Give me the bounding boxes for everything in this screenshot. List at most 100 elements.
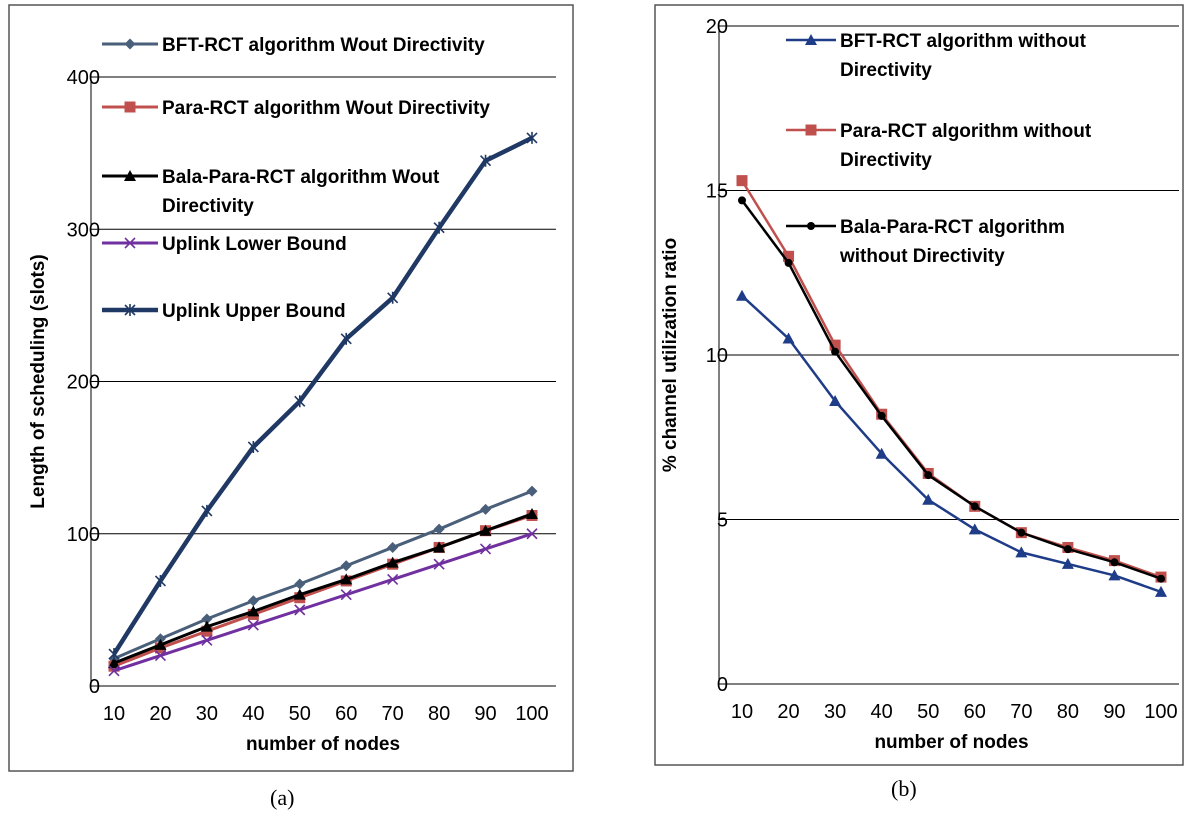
data-point-marker [386,556,399,568]
series-line [113,532,533,673]
x-tick-label: 70 [382,703,404,725]
data-point-marker [247,619,259,631]
data-point-marker [201,634,213,646]
y-tick-label: 10 [706,345,728,367]
caption-b: (b) [891,776,917,801]
data-point-marker [247,605,260,617]
series-group [738,196,1165,583]
y-tick-label: 200 [67,372,100,394]
data-point-marker [970,502,979,511]
data-point-marker [1157,574,1165,583]
series-line [112,135,533,656]
data-point-marker [526,507,538,519]
x-tick-label: 90 [1103,701,1125,723]
data-point-marker [340,560,352,572]
data-point-marker [829,395,842,407]
data-point-marker [154,633,166,645]
data-point-marker [294,578,306,590]
data-point-marker [108,648,120,661]
x-tick-label: 90 [474,703,496,725]
x-tick-label: 40 [871,701,893,723]
data-point-marker [829,339,841,351]
chart-panel-b: 0 5 10 15 20 10 20 30 40 50 60 70 80 90 100 number of n… [654,4,1184,766]
data-point-marker [294,395,306,408]
series-line [740,199,1162,580]
x-tick-label: 80 [1057,701,1079,723]
data-point-marker [293,588,306,600]
legend-label: without Directivity [839,246,1005,267]
y-tick-label: 15 [706,181,728,203]
legend-label: Bala-Para-RCT algorithm [840,217,1065,238]
chart-b-svg: 0 5 10 15 20 10 20 30 40 50 60 70 80 90 100 number of n… [654,4,1184,766]
x-tick-label: 50 [917,701,939,723]
legend-label: Uplink Upper Bound [162,301,346,322]
legend-label: Uplink Lower Bound [162,234,347,255]
legend-swatch-marker [124,237,136,249]
y-tick-label: 100 [67,524,100,546]
data-point-marker [783,250,795,262]
chart-panel-a: 0 100 200 300 400 10 20 30 40 50 60 70 80 90 100 number… [8,4,574,772]
series-line [741,294,1162,594]
data-point-marker [108,657,120,669]
data-point-marker [526,528,538,540]
data-point-marker [387,291,399,304]
data-point-marker [968,523,981,535]
data-point-marker [294,604,306,616]
x-tick-label: 80 [428,703,450,725]
series-group [108,131,538,661]
series-group [736,289,1167,597]
data-point-marker [433,523,445,535]
y-axis-title: Length of scheduling (slots) [28,254,49,508]
x-axis-title: number of nodes [246,734,400,755]
data-point-marker [1061,557,1074,569]
data-point-marker [831,347,840,356]
legend-label: BFT-RCT algorithm without [840,31,1087,52]
y-tick-label: 300 [67,219,100,241]
data-point-marker [1015,546,1028,558]
data-point-marker [340,573,353,585]
data-point-marker [154,574,167,587]
legend-swatch-marker [124,101,136,113]
series-line [113,512,533,665]
legend-swatch-marker [124,304,136,316]
chart-border [8,4,574,772]
data-point-marker [387,541,399,553]
legend-label: Directivity [840,150,932,171]
legend-label: Directivity [162,196,254,217]
data-point-marker [340,332,352,345]
x-tick-label: 20 [777,701,799,723]
data-point-marker [922,493,935,505]
data-point-marker [738,196,746,205]
caption-a: (a) [270,785,295,810]
chart-a-svg: 0 100 200 300 400 10 20 30 40 50 60 70 80 90 100 number… [8,4,574,772]
data-point-marker [479,543,492,555]
y-tick-label: 5 [717,510,728,532]
legend-label: Para-RCT algorithm Wout Directivity [162,98,490,119]
data-point-marker [877,411,886,420]
data-point-marker [1063,545,1072,554]
data-point-marker [782,332,795,344]
x-tick-label: 20 [149,703,171,725]
data-point-marker [387,573,399,585]
y-tick-label: 20 [706,16,728,38]
data-point-marker [875,447,888,459]
data-point-marker [247,440,259,453]
x-tick-label: 40 [242,703,264,725]
x-tick-label: 60 [964,701,986,723]
legend-swatch-marker [807,222,815,230]
y-axis-title: % channel utilization ratio [660,238,681,472]
series-group [108,507,538,669]
x-tick-label: 30 [196,703,218,725]
legend-swatch-marker [124,38,136,50]
data-point-marker [480,503,492,515]
legend-label: Bala-Para-RCT algorithm Wout [162,167,440,188]
legend-label: Para-RCT algorithm without [840,121,1092,142]
legend-swatch-marker [805,124,817,136]
x-tick-label: 50 [289,703,311,725]
x-tick-label: 70 [1010,701,1032,723]
data-point-marker [1017,528,1026,537]
data-point-marker [108,665,120,677]
data-point-marker [154,649,167,662]
data-point-marker [526,485,538,497]
y-tick-label: 400 [67,67,100,89]
